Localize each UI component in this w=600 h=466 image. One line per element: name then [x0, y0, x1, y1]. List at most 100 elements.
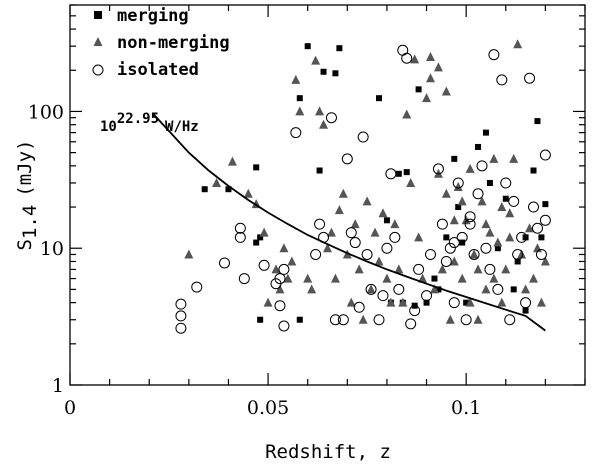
non-merging-point	[414, 232, 424, 242]
isolated-point	[500, 177, 512, 189]
isolated-point	[405, 318, 417, 330]
isolated-point	[512, 248, 524, 260]
non-merging-point	[370, 227, 380, 237]
isolated-point	[278, 320, 290, 332]
isolated-point	[341, 153, 353, 165]
y-tick-label: 100	[28, 101, 64, 123]
isolated-point	[258, 259, 270, 271]
merging-point	[522, 234, 529, 241]
non-merging-point	[386, 297, 396, 307]
merging-point	[510, 286, 517, 293]
non-merging-point	[489, 273, 499, 283]
merging-point	[403, 169, 410, 176]
non-merging-point	[271, 264, 281, 274]
merging-point	[435, 286, 442, 293]
merging-point	[332, 70, 339, 77]
data-points	[175, 39, 551, 334]
non-merging-point	[358, 314, 368, 324]
merging-point	[522, 307, 529, 314]
non-merging-point	[521, 284, 531, 294]
isolated-point	[496, 74, 508, 86]
non-merging-point	[437, 264, 447, 274]
non-merging-point	[259, 227, 269, 237]
non-merging-point	[398, 297, 408, 307]
non-merging-point	[433, 62, 443, 72]
non-merging-point	[283, 273, 293, 283]
merging-point	[253, 239, 260, 246]
non-merging-point	[410, 54, 420, 64]
merging-point	[415, 86, 422, 93]
merging-point	[443, 234, 450, 241]
isolated-point	[409, 305, 421, 317]
isolated-point	[357, 131, 369, 143]
non-merging-point	[394, 264, 404, 274]
non-merging-point	[540, 256, 550, 266]
isolated-point	[274, 273, 286, 285]
merging-point	[395, 170, 402, 177]
merging-point	[376, 95, 382, 102]
merging-point	[296, 95, 303, 102]
non-merging-point	[449, 215, 459, 225]
non-merging-point	[529, 273, 538, 283]
isolated-point	[329, 314, 341, 326]
isolated-point	[440, 255, 452, 267]
isolated-point	[234, 231, 246, 243]
non-merging-point	[374, 256, 384, 266]
isolated-point	[448, 297, 460, 309]
non-merging-point	[366, 284, 376, 294]
merging-point	[320, 68, 327, 75]
merging-point	[253, 164, 260, 171]
non-merging-point	[338, 188, 348, 198]
non-merging-point	[453, 182, 463, 192]
isolated-point	[520, 297, 532, 309]
non-merging-point	[275, 284, 285, 294]
non-merging-point	[433, 168, 443, 178]
isolated-point	[413, 263, 425, 275]
x-axis-title: Redshift, z	[265, 441, 391, 463]
isolated-point	[175, 298, 187, 310]
non-merging-point	[295, 106, 305, 116]
non-merging-point	[426, 52, 435, 62]
non-merging-point	[517, 249, 527, 259]
x-tick-label: 0.05	[247, 397, 289, 419]
non-merging-point	[536, 297, 546, 307]
non-merging-point	[497, 297, 507, 307]
isolated-point	[472, 188, 484, 200]
isolated-point	[274, 300, 286, 312]
y-axis-title: S1.4(mJy)	[14, 140, 41, 251]
isolated-point	[385, 168, 397, 180]
merging-point	[482, 129, 489, 136]
merging-point	[514, 258, 521, 265]
non-merging-point	[525, 223, 535, 233]
non-merging-point	[509, 153, 519, 163]
legend-label-non-merging: non-merging	[117, 33, 230, 53]
isolated-point	[464, 211, 476, 223]
non-merging-point	[212, 177, 222, 187]
merging-point	[383, 217, 390, 224]
isolated-point	[365, 283, 377, 295]
non-merging-point	[457, 196, 467, 206]
isolated-point	[480, 242, 492, 254]
non-merging-point	[227, 156, 237, 166]
isolated-point	[432, 163, 444, 175]
non-merging-point	[426, 73, 435, 83]
isolated-point	[460, 314, 472, 326]
axis-ticks	[69, 4, 586, 386]
non-merging-point	[422, 93, 432, 103]
non-merging-point	[330, 273, 340, 283]
isolated-point	[337, 314, 349, 326]
plot-frame	[69, 4, 586, 386]
isolated-point	[468, 248, 480, 260]
non-merging-point	[243, 188, 253, 198]
non-merging-point	[465, 163, 475, 173]
isolated-point	[219, 257, 230, 269]
merging-point	[423, 299, 430, 306]
non-merging-point	[481, 219, 491, 229]
non-merging-point	[497, 202, 507, 212]
non-merging-point	[465, 297, 475, 307]
merging-point	[538, 234, 545, 241]
isolated-point	[436, 218, 448, 230]
merging-point	[336, 45, 343, 52]
non-merging-point	[429, 284, 439, 294]
non-merging-point	[469, 249, 479, 259]
